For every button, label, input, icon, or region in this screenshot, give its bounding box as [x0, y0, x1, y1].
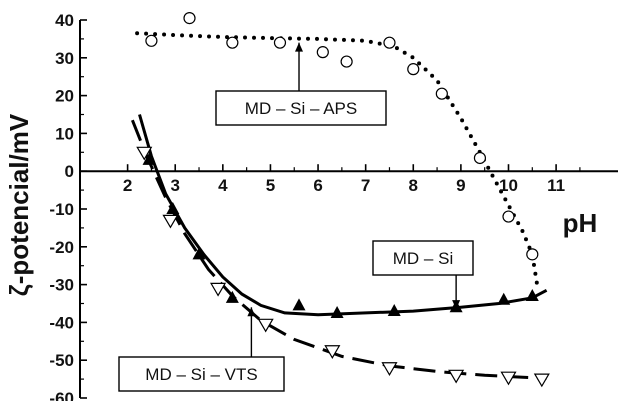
- data-point-md-si-aps: [145, 34, 158, 47]
- x-tick-label: 9: [456, 176, 465, 195]
- data-point-md-si-vts: [257, 318, 274, 333]
- x-tick-label: 11: [547, 176, 565, 195]
- annotation-label: MD – Si – APS: [245, 99, 357, 118]
- x-tick-label: 6: [313, 176, 322, 195]
- data-point-md-si-aps: [383, 36, 396, 49]
- y-axis-title: ζ-potencial/mV: [4, 113, 34, 296]
- data-point-md-si-aps: [526, 248, 539, 261]
- data-point-md-si-vts: [381, 362, 398, 376]
- data-point-md-si-aps: [473, 151, 487, 165]
- data-point-md-si-vts: [500, 371, 517, 386]
- y-tick-label: -30: [49, 276, 74, 295]
- data-point-md-si-vts: [324, 345, 341, 359]
- x-tick-label: 5: [266, 176, 275, 195]
- y-tick-label: -40: [49, 313, 74, 332]
- data-point-md-si: [166, 202, 180, 214]
- y-tick-label: -50: [49, 351, 74, 370]
- data-point-md-si-vts: [210, 282, 227, 297]
- x-tick-label: 3: [170, 176, 179, 195]
- annotation-label: MD – Si: [393, 249, 453, 268]
- data-point-md-si-aps: [316, 46, 329, 59]
- x-tick-label: 10: [499, 176, 518, 195]
- annotation-label: MD – Si – VTS: [145, 365, 257, 384]
- data-point-md-si: [330, 305, 344, 318]
- data-point-md-si: [225, 290, 239, 303]
- data-point-md-si: [387, 304, 401, 317]
- data-point-md-si-aps: [183, 12, 196, 25]
- y-tick-label: 0: [65, 162, 74, 181]
- y-tick-label: -20: [49, 238, 74, 257]
- data-point-md-si: [525, 288, 539, 301]
- data-point-md-si-aps: [226, 36, 239, 49]
- data-point-md-si-vts: [533, 373, 550, 388]
- data-point-md-si-aps: [407, 63, 420, 76]
- data-point-md-si: [142, 152, 156, 165]
- annotations-layer: MD – Si – APS MD – Si MD – Si – VTS: [118, 42, 474, 392]
- annotation-box: [215, 90, 387, 126]
- x-tick-label: 8: [409, 176, 418, 195]
- axes-layer: -60 -50 -40 -30 -20 -10 0 10 20 30 40 2 3 4 5 6 7 8 9 10 11 p…: [4, 11, 618, 401]
- data-point-md-si: [292, 298, 306, 311]
- data-point-md-si-aps: [273, 36, 287, 49]
- data-point-md-si-aps: [340, 55, 353, 68]
- data-point-md-si: [449, 300, 463, 313]
- y-tick-label: -10: [49, 200, 74, 219]
- data-point-md-si-vts: [162, 214, 179, 229]
- data-point-md-si-vts: [136, 146, 153, 161]
- y-tick-label: 40: [55, 11, 74, 30]
- markers-layer: [136, 12, 550, 388]
- annotation-box: [118, 356, 285, 392]
- data-point-md-si-aps: [502, 210, 515, 223]
- data-point-md-si: [192, 247, 206, 260]
- y-tick-label: -60: [49, 389, 74, 401]
- fit-line-md-si: [138, 114, 548, 317]
- fit-lines-layer: [131, 31, 548, 380]
- y-tick-label: 30: [55, 49, 74, 68]
- data-point-md-si-vts: [448, 369, 465, 384]
- x-tick-label: 7: [361, 176, 370, 195]
- fit-line-md-si-aps: [135, 31, 540, 287]
- annotation-box: [372, 240, 474, 276]
- y-tick-label: 10: [55, 124, 74, 143]
- data-point-md-si: [497, 292, 511, 305]
- y-tick-label: 20: [55, 87, 74, 106]
- annotation-arrow-head: [295, 42, 304, 52]
- fit-line-md-si-vts: [131, 119, 547, 380]
- data-point-md-si-aps: [435, 87, 448, 100]
- x-tick-label: 4: [218, 176, 228, 195]
- x-tick-label: 2: [123, 176, 132, 195]
- x-axis-title: pH: [563, 208, 598, 238]
